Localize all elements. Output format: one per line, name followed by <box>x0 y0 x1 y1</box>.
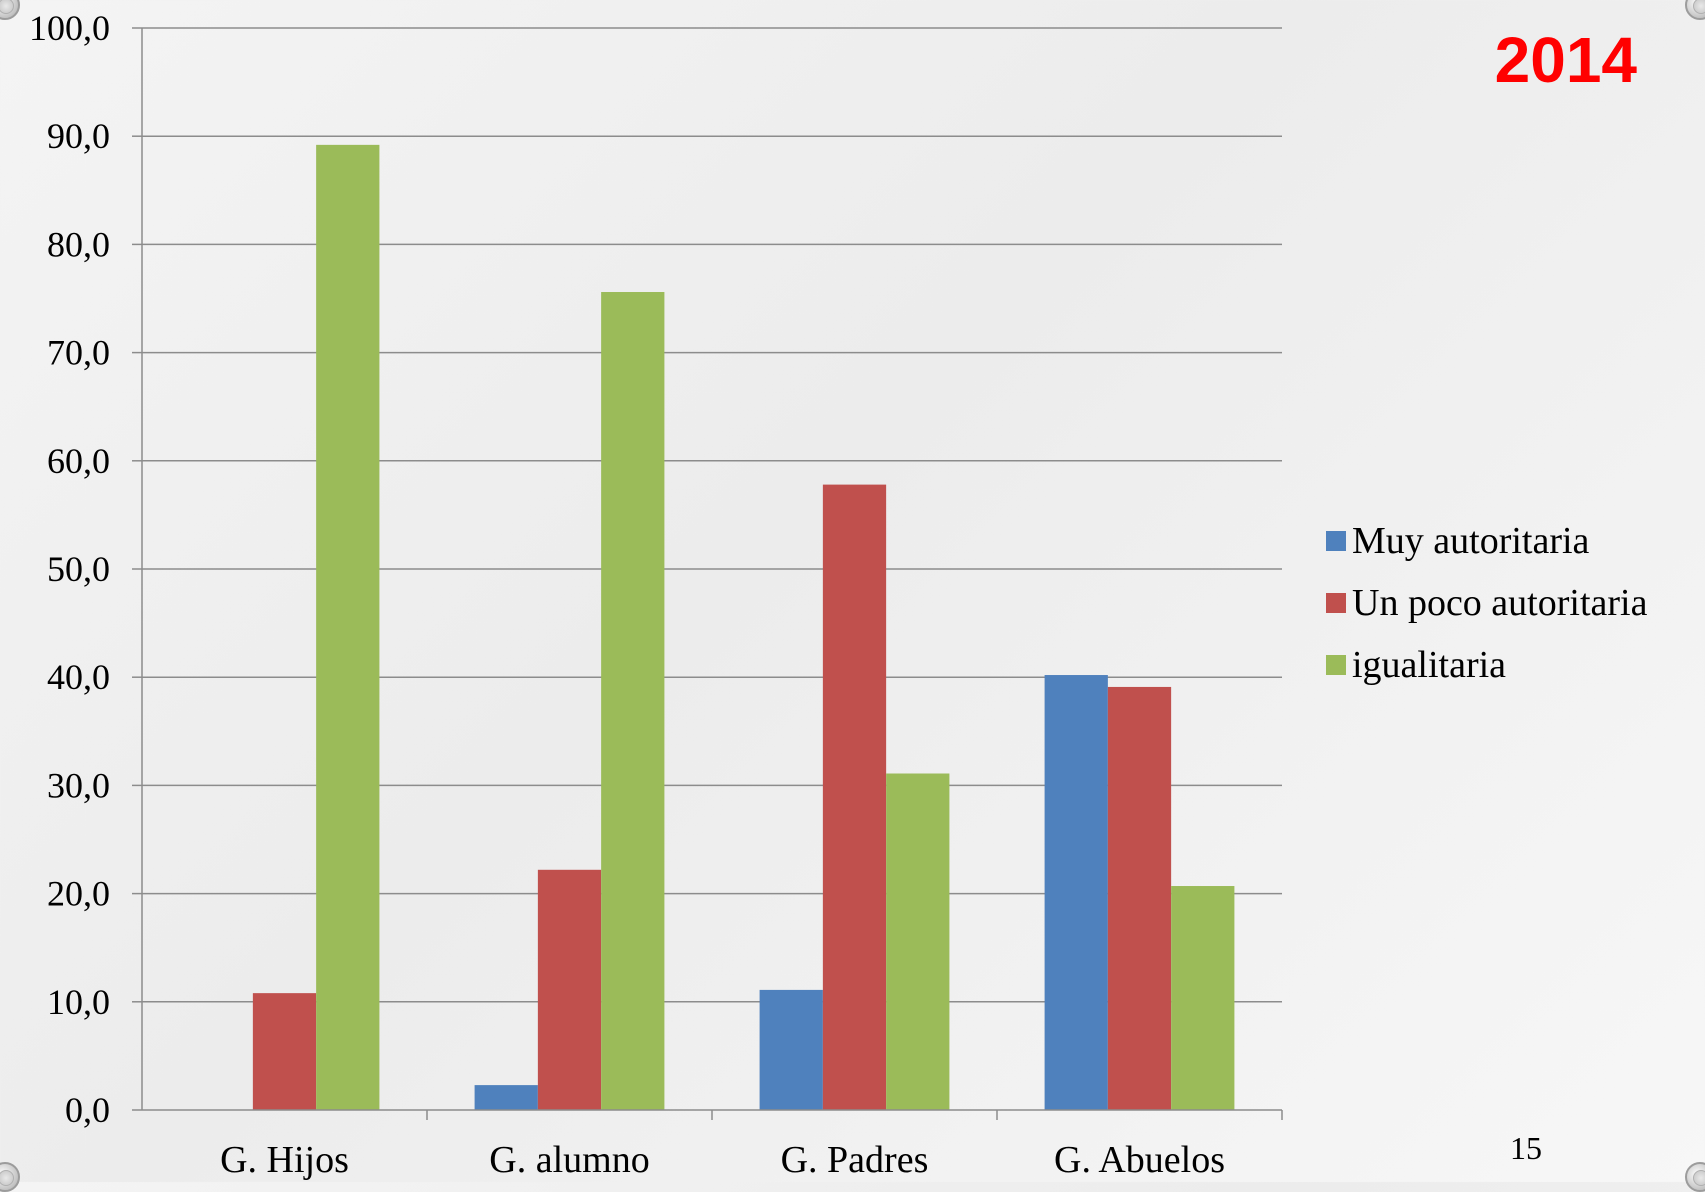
bar <box>537 869 602 1110</box>
y-tick-label: 10,0 <box>47 982 110 1022</box>
corner-screw-top-left <box>0 0 20 20</box>
y-tick-label: 50,0 <box>47 549 110 589</box>
y-tick-label: 20,0 <box>47 874 110 914</box>
bar <box>1171 886 1235 1110</box>
y-tick-label: 100,0 <box>29 8 110 48</box>
page-number: 15 <box>1510 1130 1542 1166</box>
legend-label: Muy autoritaria <box>1352 520 1590 562</box>
legend: Muy autoritaria Un poco autoritaria iguali… <box>1326 510 1647 696</box>
legend-swatch <box>1326 593 1346 613</box>
legend-item: Muy autoritaria <box>1326 510 1647 572</box>
corner-screw-top-right <box>1685 0 1705 20</box>
x-tick-label: G. Hijos <box>220 1139 349 1181</box>
x-tick-label: G. Abuelos <box>1054 1139 1225 1181</box>
tick-labels: 0,0 10,0 20,0 30,0 40,0 50,0 60,0 70,0 80,0 90,0 1… <box>29 8 1225 1181</box>
bar <box>1044 675 1108 1110</box>
y-tick-label: 30,0 <box>47 765 110 805</box>
x-tick-label: G. Padres <box>781 1139 929 1181</box>
bar <box>822 484 887 1110</box>
bar <box>1107 686 1172 1110</box>
legend-item: Un poco autoritaria <box>1326 572 1647 634</box>
y-tick-label: 70,0 <box>47 333 110 373</box>
bar <box>474 1085 538 1110</box>
y-tick-label: 0,0 <box>65 1090 110 1130</box>
legend-label: igualitaria <box>1352 644 1507 686</box>
axes <box>132 27 1283 1120</box>
legend-item: igualitaria <box>1326 634 1647 696</box>
bar <box>252 993 317 1110</box>
y-tick-label: 90,0 <box>47 116 110 156</box>
y-tick-label: 40,0 <box>47 657 110 697</box>
legend-swatch <box>1326 655 1346 675</box>
x-tick-label: G. alumno <box>489 1139 649 1181</box>
y-tick-label: 60,0 <box>47 441 110 481</box>
legend-label: Un poco autoritaria <box>1352 582 1648 624</box>
legend-swatch <box>1326 531 1346 551</box>
bar <box>601 292 665 1110</box>
y-tick-label: 80,0 <box>47 224 110 264</box>
bar <box>759 989 823 1110</box>
bar <box>886 773 950 1110</box>
chart-title: 2014 <box>1494 24 1637 96</box>
bar <box>316 144 380 1110</box>
bars <box>252 144 1235 1110</box>
